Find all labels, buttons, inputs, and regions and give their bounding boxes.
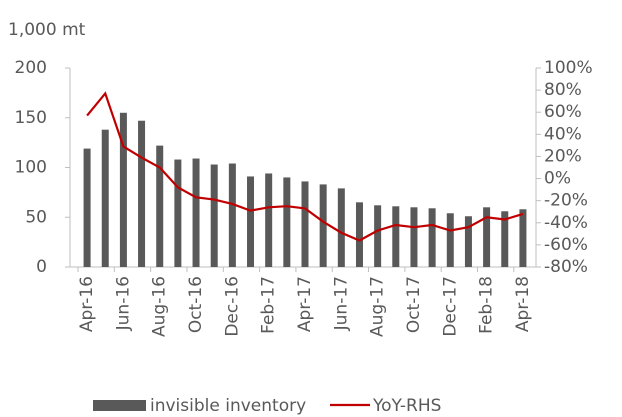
bar: [319, 184, 327, 267]
bar: [83, 148, 91, 267]
x-tick-label: Dec-17: [440, 276, 460, 337]
legend-swatch: [93, 400, 146, 411]
bar: [483, 207, 491, 267]
bar: [337, 188, 345, 267]
y2-tick-label: 60%: [544, 102, 582, 122]
bar: [101, 129, 109, 267]
legend-label: invisible inventory: [150, 396, 306, 416]
bar: [301, 181, 309, 267]
bar: [519, 209, 527, 267]
y2-tick-label: 100%: [544, 58, 593, 78]
y-tick-label: 200: [15, 58, 47, 78]
y-axis-unit: 1,000 mt: [8, 20, 86, 40]
bar: [283, 177, 291, 267]
legend-label: YoY-RHS: [372, 396, 441, 416]
x-tick-label: Aug-17: [368, 276, 388, 337]
y-tick-label: 0: [36, 257, 47, 277]
x-tick-label: Aug-16: [150, 276, 170, 337]
bar: [156, 145, 164, 267]
y-tick-label: 150: [15, 108, 47, 128]
y2-tick-label: 20%: [544, 146, 582, 166]
x-tick-label: Jun-17: [331, 276, 351, 331]
y-tick-label: 100: [15, 158, 47, 178]
x-tick-label: Apr-16: [77, 276, 97, 332]
bar: [374, 205, 382, 267]
bar: [119, 112, 127, 268]
line: [86, 91, 524, 242]
bar: [192, 158, 200, 267]
y2-tick-label: -80%: [544, 257, 588, 277]
x-tick-label: Apr-17: [295, 276, 315, 332]
bar: [228, 163, 236, 267]
bar: [355, 202, 363, 267]
x-tick-label: Jun-16: [113, 276, 133, 331]
y2-tick-label: 80%: [544, 80, 582, 100]
bar: [501, 211, 509, 267]
y2-tick-label: -40%: [544, 213, 588, 233]
bar: [138, 120, 146, 267]
bar: [174, 159, 182, 267]
x-tick-label: Feb-18: [477, 276, 497, 334]
y-tick-label: 50: [25, 207, 47, 227]
x-tick-label: Dec-16: [222, 276, 242, 337]
bar: [265, 173, 273, 267]
bar: [446, 213, 454, 267]
y2-tick-label: 0%: [544, 169, 571, 189]
x-tick-label: Oct-17: [404, 276, 424, 333]
bar: [247, 176, 255, 267]
x-tick-label: Feb-17: [259, 276, 279, 334]
y2-tick-label: -60%: [544, 235, 588, 255]
bar: [428, 208, 436, 267]
bar: [464, 216, 472, 267]
y2-tick-label: -20%: [544, 191, 588, 211]
y2-tick-label: 40%: [544, 124, 582, 144]
bar: [392, 206, 400, 267]
x-tick-label: Apr-18: [513, 276, 533, 332]
bar: [410, 207, 418, 267]
bar: [210, 164, 218, 267]
x-tick-label: Oct-16: [186, 276, 206, 333]
